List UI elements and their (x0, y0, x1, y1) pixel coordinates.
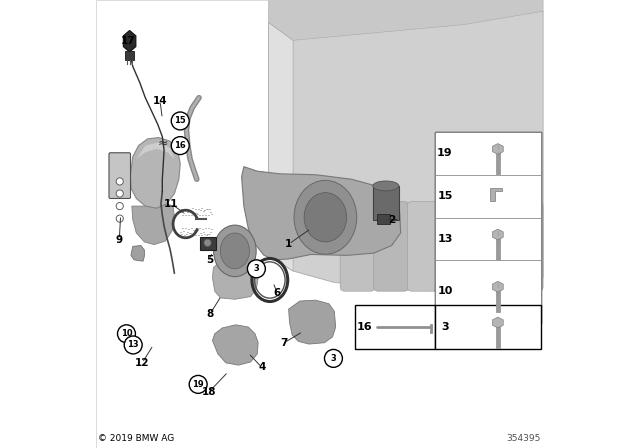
Circle shape (116, 202, 124, 210)
Polygon shape (136, 142, 174, 159)
Bar (435, 132, 541, 323)
Text: 354395: 354395 (506, 434, 540, 443)
Bar (378, 214, 390, 224)
Bar (435, 305, 541, 349)
Circle shape (172, 137, 189, 155)
Text: 3: 3 (441, 322, 449, 332)
Text: ≈: ≈ (158, 137, 168, 150)
Circle shape (204, 239, 211, 246)
Text: 3: 3 (253, 264, 259, 273)
Ellipse shape (373, 181, 399, 191)
Text: 13: 13 (127, 340, 139, 349)
Circle shape (116, 178, 124, 185)
Circle shape (324, 349, 342, 367)
Text: 16: 16 (174, 141, 186, 150)
Polygon shape (493, 317, 503, 328)
Polygon shape (269, 22, 293, 271)
Text: 2: 2 (388, 215, 396, 224)
Circle shape (116, 215, 124, 222)
Circle shape (172, 112, 189, 130)
Polygon shape (493, 229, 503, 240)
Polygon shape (269, 0, 543, 40)
Bar (373, 186, 399, 220)
Circle shape (116, 190, 124, 197)
Text: 15: 15 (437, 191, 452, 202)
Text: 3: 3 (331, 354, 336, 363)
Polygon shape (212, 325, 258, 365)
Polygon shape (269, 5, 543, 291)
Circle shape (124, 336, 142, 354)
Text: 8: 8 (207, 309, 214, 319)
Polygon shape (490, 188, 502, 201)
Polygon shape (132, 204, 174, 245)
FancyBboxPatch shape (441, 202, 476, 291)
FancyBboxPatch shape (340, 202, 375, 291)
Polygon shape (493, 143, 503, 154)
FancyBboxPatch shape (474, 202, 509, 291)
Text: 12: 12 (135, 358, 149, 368)
Text: 6: 6 (274, 289, 281, 298)
Text: 16: 16 (357, 322, 372, 332)
Text: 13: 13 (437, 234, 452, 244)
Ellipse shape (294, 180, 356, 254)
Ellipse shape (220, 233, 250, 269)
FancyBboxPatch shape (109, 153, 131, 198)
Bar (435, 175, 541, 218)
FancyBboxPatch shape (374, 202, 409, 291)
Circle shape (248, 260, 266, 278)
Text: 9: 9 (116, 235, 123, 245)
Polygon shape (241, 167, 401, 260)
Bar (125, 51, 134, 60)
Polygon shape (131, 138, 180, 208)
Text: 15: 15 (174, 116, 186, 125)
Text: 19: 19 (437, 148, 453, 159)
Text: 19: 19 (193, 380, 204, 389)
Circle shape (189, 375, 207, 393)
Text: 11: 11 (164, 199, 179, 209)
Text: 4: 4 (258, 362, 266, 372)
Bar (355, 305, 435, 349)
Text: © 2019 BMW AG: © 2019 BMW AG (98, 434, 175, 443)
Polygon shape (124, 30, 136, 52)
Polygon shape (212, 258, 258, 299)
Circle shape (118, 325, 136, 343)
Text: 7: 7 (280, 338, 288, 348)
Text: 1: 1 (285, 239, 292, 249)
Text: 10: 10 (121, 329, 132, 338)
Text: 18: 18 (202, 387, 216, 397)
Text: 14: 14 (153, 96, 168, 106)
Bar (200, 237, 216, 250)
Ellipse shape (304, 193, 347, 242)
Polygon shape (493, 281, 503, 292)
Bar (435, 132, 541, 175)
Text: 5: 5 (205, 255, 213, 265)
Polygon shape (289, 300, 335, 344)
Text: 17: 17 (121, 36, 136, 46)
Text: 10: 10 (437, 286, 452, 296)
Ellipse shape (214, 225, 256, 276)
FancyBboxPatch shape (408, 202, 442, 291)
Bar (435, 218, 541, 260)
Polygon shape (131, 246, 145, 261)
FancyBboxPatch shape (508, 202, 543, 291)
Bar (435, 260, 541, 323)
